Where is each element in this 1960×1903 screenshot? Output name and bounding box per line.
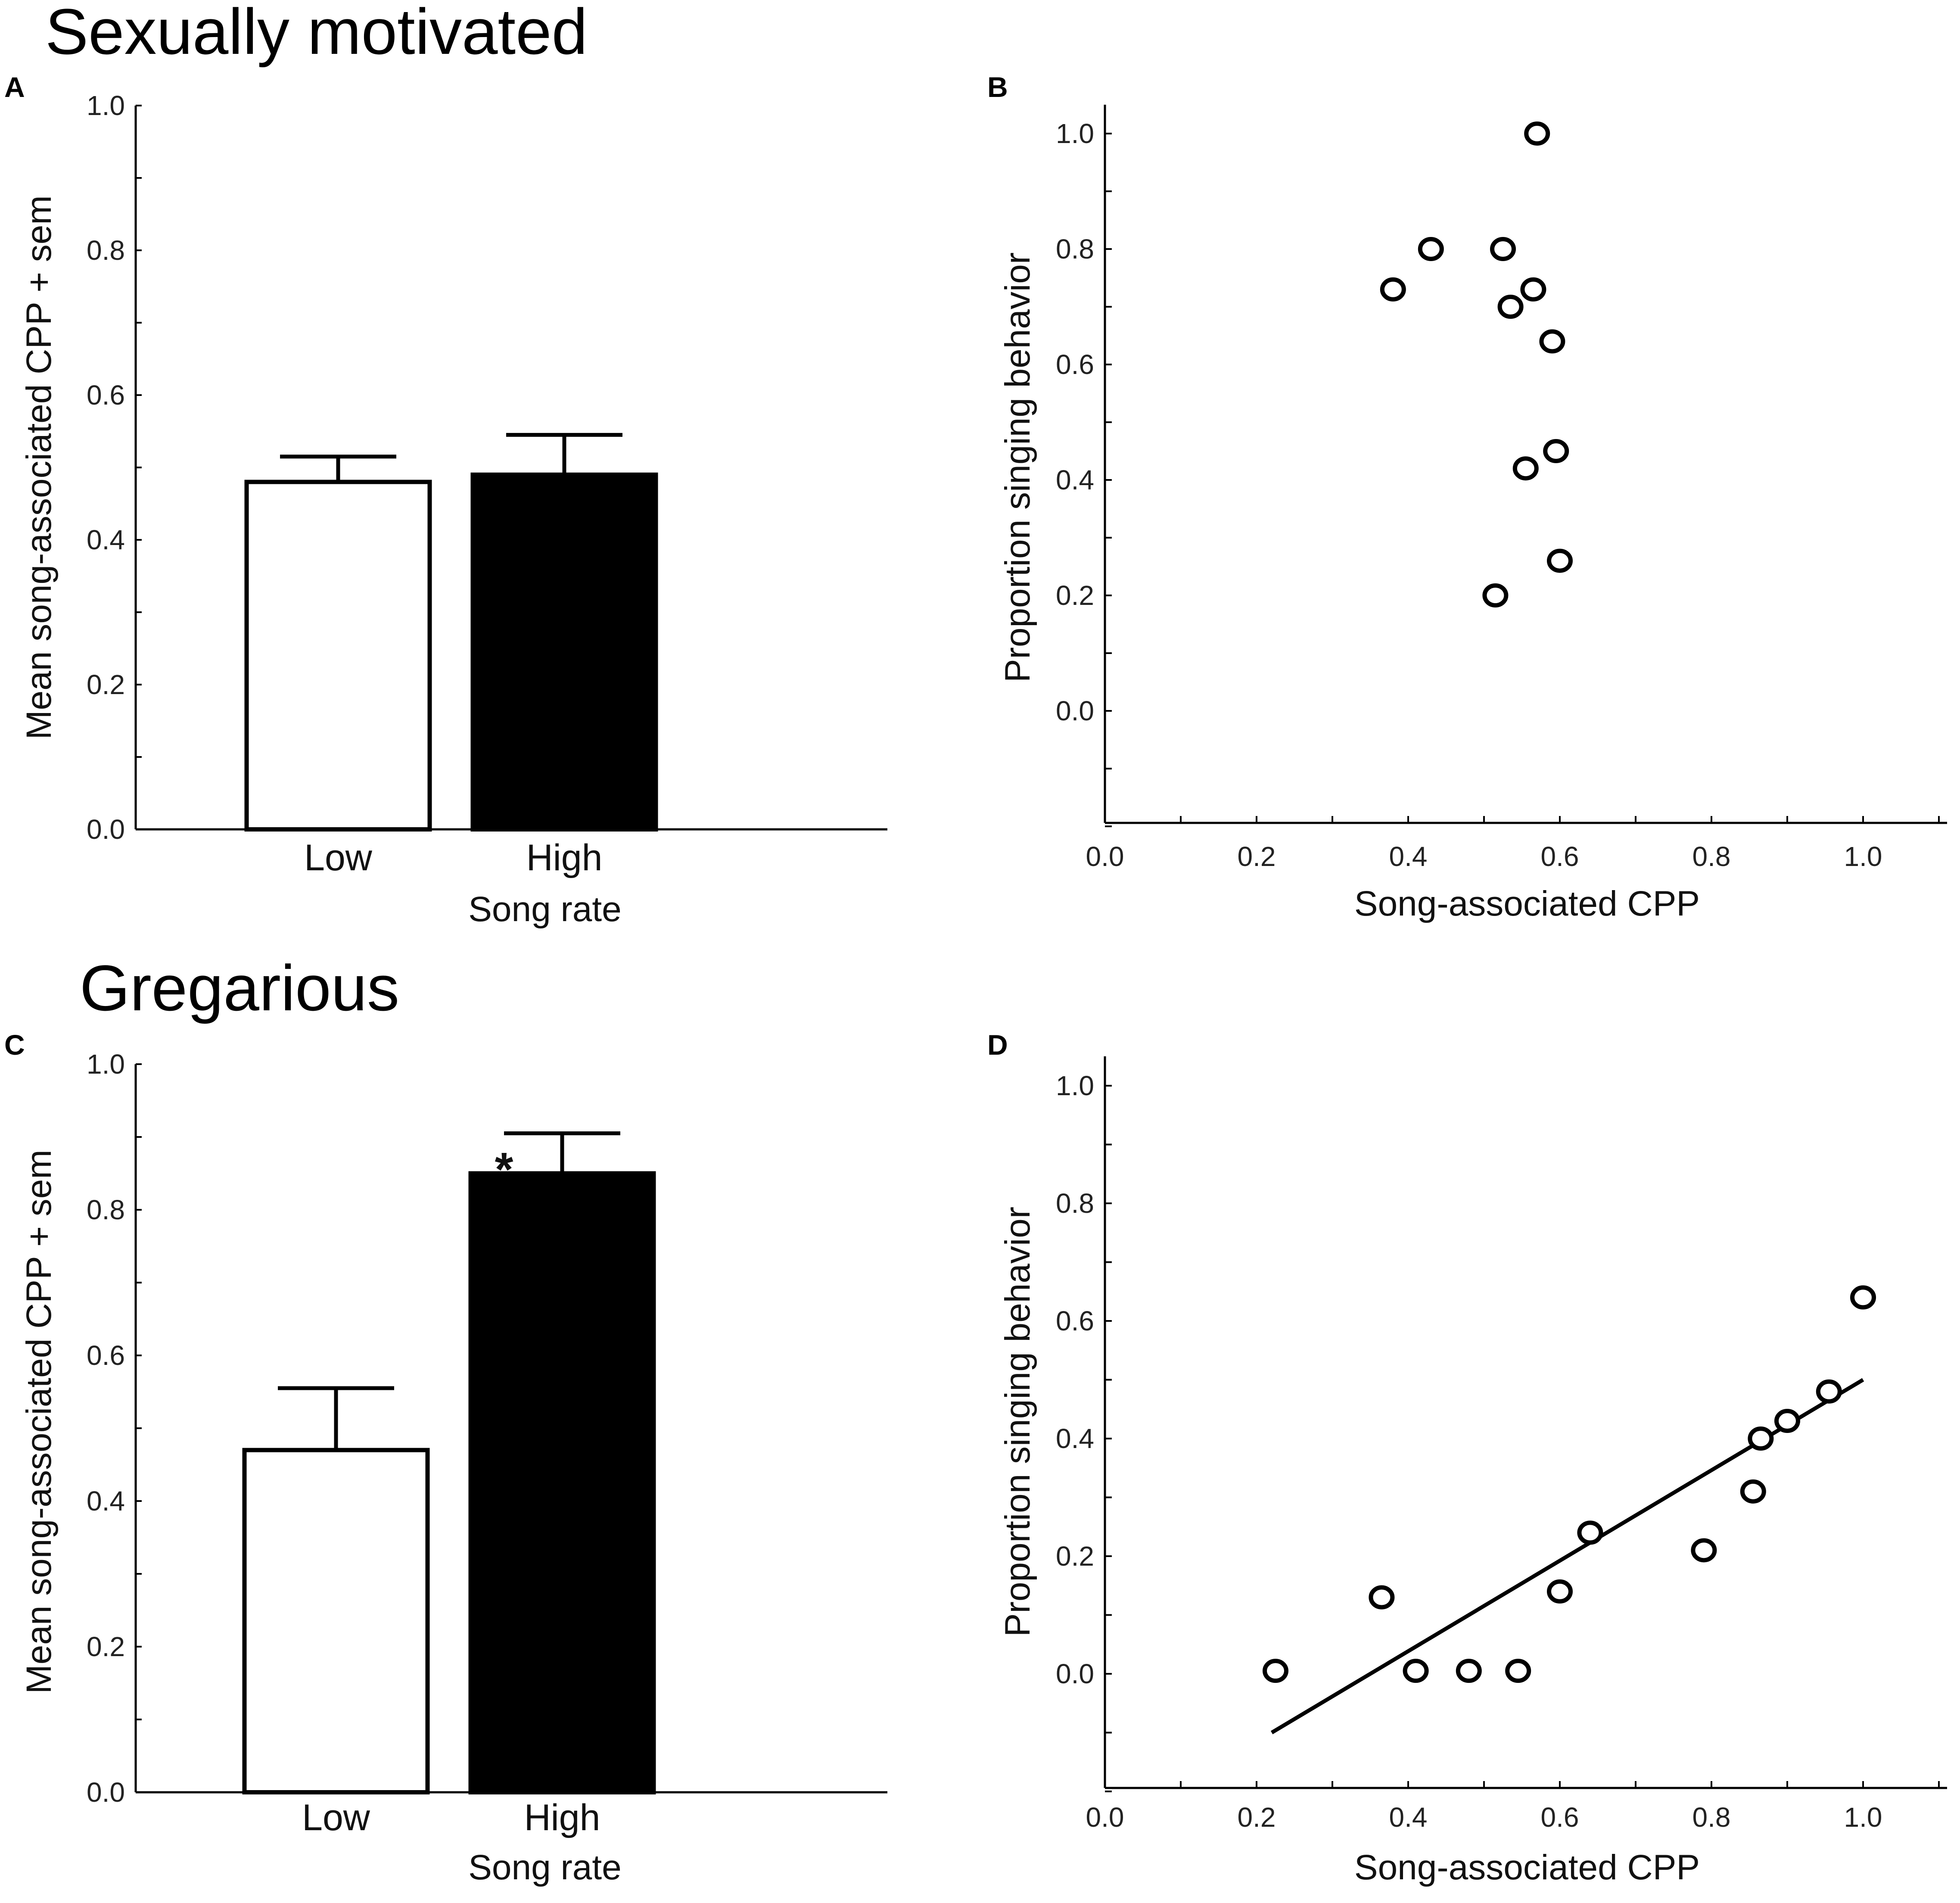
x-tick-label: 0.2 [1238,1802,1276,1833]
y-tick-label: 0.8 [87,1194,125,1225]
data-point [1547,1579,1573,1604]
panel-a-bar-chart: 0.0 0.2 0.4 0.6 0.8 1.0 Low High Song rate Mean s… [19,90,887,929]
data-point [1524,121,1550,146]
panel-b-scatter-plot: 0.0 0.2 0.4 0.6 0.8 1.0 0.0 0.2 0.4 0.6 0.8 1.0 Song… [998,105,1947,923]
y-axis-title: Mean song-associated CPP + sem [19,1149,59,1694]
data-point [1577,1520,1603,1545]
category-label: High [524,1797,600,1838]
y-tick-label: 0.8 [1056,234,1094,265]
x-axis-title: Song rate [468,1848,622,1887]
y-tick-label: 0.2 [87,1631,125,1662]
y-axis-title: Proportion singing behavior [998,252,1037,682]
x-axis-title: Song-associated CPP [1354,1848,1700,1887]
bar-high [468,1171,656,1794]
x-tick-label: 0.4 [1389,1802,1428,1833]
y-tick-label: 1.0 [1056,1070,1094,1101]
y-tick-label: 0.6 [87,1340,125,1371]
y-tick-label: 0.0 [87,814,125,845]
y-tick-label: 0.6 [1056,349,1094,380]
y-tick-label: 0.6 [87,380,125,411]
data-point [1456,1659,1482,1683]
data-point [1369,1585,1395,1610]
y-tick-label: 0.4 [87,524,125,555]
x-tick-label: 0.6 [1541,841,1579,872]
y-axis-title: Proportion singing behavior [998,1207,1037,1637]
category-label: Low [304,837,373,878]
data-point [1263,1659,1288,1683]
data-point [1850,1285,1876,1310]
data-point [1547,548,1573,573]
data-point [1512,456,1539,481]
y-tick-label: 0.2 [87,669,125,700]
data-point [1497,295,1524,319]
y-tick-label: 0.2 [1056,1541,1094,1572]
data-point [1748,1426,1774,1451]
bar-low [244,480,432,832]
y-tick-label: 0.0 [1056,695,1094,726]
data-point [1539,329,1565,354]
y-tick-label: 0.2 [1056,580,1094,611]
bar-low [242,1448,430,1794]
y-axis-title: Mean song-associated CPP + sem [19,195,59,739]
y-tick-label: 0.8 [87,235,125,266]
x-axis-title: Song-associated CPP [1354,884,1700,923]
data-point [1816,1379,1842,1404]
data-point [1740,1479,1766,1504]
x-tick-label: 1.0 [1844,1802,1882,1833]
y-tick-label: 1.0 [1056,118,1094,149]
bar-high [470,472,658,832]
panel-label-b: B [987,71,1008,103]
data-point [1418,237,1444,261]
data-point [1520,277,1546,302]
section-title-sexually-motivated: Sexually motivated [45,0,588,68]
y-tick-label: 0.8 [1056,1188,1094,1219]
section-title-gregarious: Gregarious [80,952,399,1024]
y-tick-label: 0.4 [1056,464,1094,495]
panel-c-bar-chart: 0.0 0.2 0.4 0.6 0.8 1.0 Low High Song rate Mean s… [19,1049,887,1887]
y-tick-label: 0.4 [87,1486,125,1517]
panel-label-c: C [4,1029,25,1061]
panel-label-a: A [4,71,25,103]
data-point [1380,277,1406,302]
category-label: High [526,837,603,878]
x-axis-title: Song rate [468,890,622,929]
data-point [1543,439,1569,463]
y-tick-label: 0.0 [87,1777,125,1808]
data-point [1505,1659,1531,1683]
panel-label-d: D [987,1029,1008,1061]
x-tick-label: 0.6 [1541,1802,1579,1833]
data-point [1403,1659,1429,1683]
x-tick-label: 0.0 [1086,1802,1124,1833]
regression-line [1270,1378,1864,1735]
y-tick-label: 0.0 [1056,1658,1094,1689]
x-tick-label: 0.4 [1389,841,1428,872]
x-tick-label: 0.8 [1692,1802,1731,1833]
significance-asterisk: * [495,1143,513,1196]
data-point [1774,1409,1800,1433]
panel-d-scatter-plot: 0.0 0.2 0.4 0.6 0.8 1.0 0.0 0.2 0.4 0.6 0.8 1.0 Song… [998,1056,1947,1887]
data-point [1490,237,1516,261]
data-point [1691,1538,1717,1563]
y-tick-label: 0.4 [1056,1423,1094,1454]
y-tick-label: 1.0 [87,90,125,121]
data-point [1482,583,1509,607]
y-tick-label: 1.0 [87,1049,125,1080]
category-label: Low [302,1797,370,1838]
x-tick-label: 1.0 [1844,841,1882,872]
x-tick-label: 0.8 [1692,841,1731,872]
x-tick-label: 0.2 [1238,841,1276,872]
x-tick-label: 0.0 [1086,841,1124,872]
y-tick-label: 0.6 [1056,1305,1094,1336]
